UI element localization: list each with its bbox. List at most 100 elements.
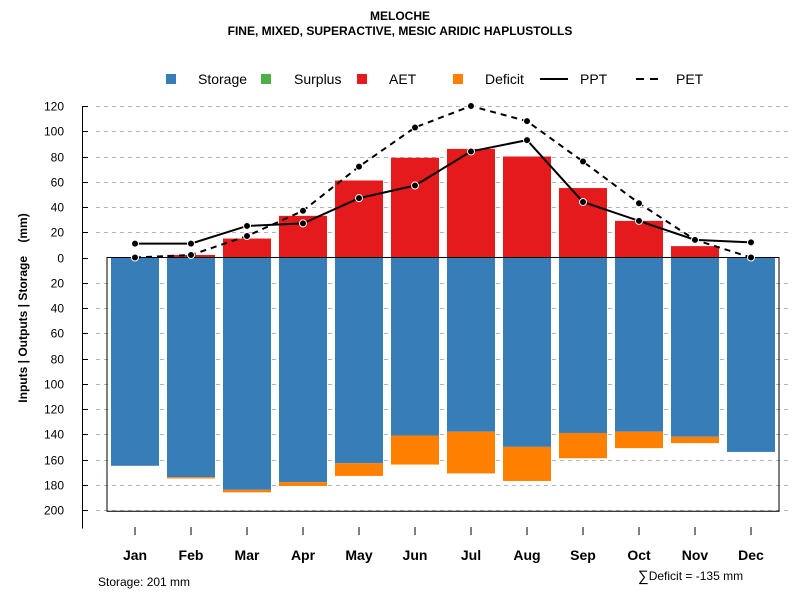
storage-bar: [559, 257, 607, 433]
y-tick-label: 120: [44, 100, 64, 114]
deficit-bar: [559, 432, 607, 459]
x-tick-label: Aug: [513, 547, 540, 563]
x-tick-label: Feb: [179, 547, 204, 563]
deficit-note: ∑Deficit = -135 mm: [638, 569, 743, 584]
y-tick-label: 80: [51, 353, 65, 367]
storage-bar: [111, 257, 159, 466]
pet-point: [299, 206, 307, 215]
chart-subtitle: FINE, MIXED, SUPERACTIVE, MESIC ARIDIC H…: [227, 24, 573, 38]
chart-title: MELOCHE: [370, 9, 430, 23]
x-tick-label: Mar: [235, 547, 260, 563]
y-tick-label: 40: [51, 201, 65, 215]
deficit-bar: [615, 431, 663, 449]
ppt-point: [579, 197, 587, 206]
y-tick-label: 160: [44, 454, 64, 468]
aet-bar: [335, 180, 383, 258]
storage-bar: [503, 257, 551, 447]
ppt-point: [691, 235, 699, 244]
legend: Storage Surplus AET Deficit PPT PET: [166, 71, 704, 87]
storage-bar: [391, 257, 439, 436]
y-tick-label: 20: [51, 226, 65, 240]
storage-bar: [447, 257, 495, 432]
aet-bar: [447, 148, 495, 258]
pet-point: [355, 162, 363, 171]
x-tick-label: Jan: [123, 547, 147, 563]
storage-bar: [671, 257, 719, 437]
ppt-point: [299, 219, 307, 228]
aet-bar: [671, 246, 719, 258]
legend-label-ppt: PPT: [580, 71, 608, 87]
pet-point: [747, 253, 755, 262]
y-tick-label: 100: [44, 378, 64, 392]
ppt-point: [187, 239, 195, 248]
ppt-point: [467, 147, 475, 156]
deficit-bar: [447, 431, 495, 474]
deficit-bar: [279, 482, 327, 487]
deficit-bar: [391, 435, 439, 465]
legend-label-storage: Storage: [198, 71, 247, 87]
y-tick-label: 40: [51, 302, 65, 316]
pet-point: [411, 123, 419, 132]
legend-label-surplus: Surplus: [294, 71, 341, 87]
x-tick-label: Nov: [682, 547, 709, 563]
pet-point: [523, 117, 531, 126]
y-tick-label: 60: [51, 176, 65, 190]
legend-label-deficit: Deficit: [485, 71, 524, 87]
x-tick-label: Oct: [627, 547, 651, 563]
storage-bar: [335, 257, 383, 464]
aet-bar: [503, 156, 551, 258]
y-tick-label: 200: [44, 504, 64, 518]
legend-swatch-storage: [166, 74, 176, 84]
x-tick-label: Sep: [570, 547, 596, 563]
ppt-point: [523, 136, 531, 145]
ppt-point: [355, 194, 363, 203]
storage-note: Storage: 201 mm: [98, 575, 191, 589]
pet-point: [635, 199, 643, 208]
deficit-bar: [223, 489, 271, 493]
deficit-bar: [167, 477, 215, 479]
y-tick-label: 100: [44, 125, 64, 139]
deficit-bar: [335, 463, 383, 476]
y-tick-label: 0: [57, 252, 64, 266]
x-tick-label: Jun: [403, 547, 428, 563]
ppt-point: [747, 238, 755, 247]
y-tick-label: 120: [44, 403, 64, 417]
x-tick-label: May: [345, 547, 372, 563]
deficit-bar: [503, 446, 551, 481]
deficit-note-text: Deficit = -135 mm: [648, 569, 744, 583]
storage-bar: [223, 257, 271, 490]
storage-bar: [615, 257, 663, 432]
y-tick-label: 140: [44, 428, 64, 442]
x-tick-label: Apr: [291, 547, 316, 563]
y-tick-label: 20: [51, 277, 65, 291]
legend-swatch-deficit: [453, 74, 463, 84]
line-series: [131, 102, 755, 262]
ppt-point: [635, 216, 643, 225]
aet-bar: [391, 157, 439, 258]
pet-point: [243, 232, 251, 241]
x-tick-label: Jul: [461, 547, 481, 563]
legend-swatch-surplus: [261, 74, 271, 84]
deficit-bar: [671, 436, 719, 444]
pet-point: [579, 157, 587, 166]
storage-bar: [279, 257, 327, 483]
ppt-point: [243, 221, 251, 230]
ppt-point: [131, 239, 139, 248]
legend-label-pet: PET: [676, 71, 704, 87]
sigma-symbol: ∑: [638, 568, 649, 585]
ppt-line: [135, 138, 752, 245]
ppt-point: [411, 181, 419, 190]
storage-bar: [167, 257, 215, 478]
y-axis-label: Inputs | Outputs | Storage (mm): [16, 213, 30, 402]
legend-swatch-aet: [357, 74, 367, 84]
pet-point: [187, 250, 195, 259]
storage-bar: [727, 257, 775, 452]
pet-point: [467, 102, 475, 110]
axes: 1201008060402002040608010012014016018020…: [44, 100, 780, 563]
pet-point: [131, 253, 139, 262]
y-tick-label: 60: [51, 327, 65, 341]
aet-bar: [223, 238, 271, 258]
y-tick-label: 180: [44, 479, 64, 493]
bars: [111, 148, 775, 493]
